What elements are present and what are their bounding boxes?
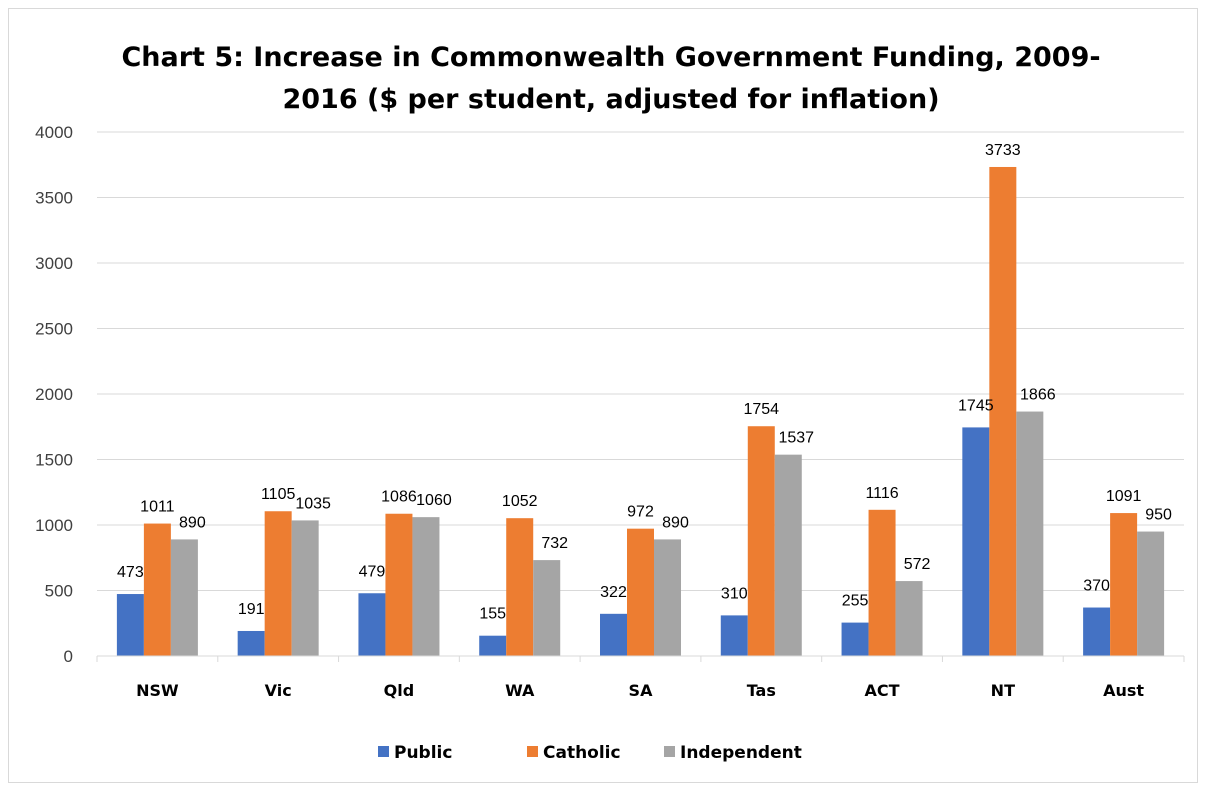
data-label: 1537 — [778, 430, 814, 447]
x-axis: NSW Vic Qld WA SA Tas ACT NT Aust — [96, 655, 1185, 700]
data-label: 950 — [1145, 507, 1172, 524]
data-label: 1091 — [1106, 488, 1142, 505]
bar-public-nt — [962, 427, 990, 656]
bar-catholic-act — [868, 509, 896, 656]
data-label: 1052 — [502, 493, 538, 510]
data-label: 1035 — [295, 495, 331, 512]
data-label: 3733 — [985, 142, 1021, 159]
y-tick-label: 1500 — [35, 451, 73, 470]
x-tick-label: WA — [505, 681, 535, 700]
bar-public-qld — [358, 593, 386, 656]
bar-independent-sa — [654, 539, 681, 656]
x-tick-label: SA — [629, 681, 654, 700]
legend-label-catholic: Catholic — [543, 743, 621, 763]
legend: Public Catholic Independent — [378, 743, 802, 763]
x-tick-label: Vic — [265, 681, 292, 700]
legend-label-public: Public — [394, 743, 452, 763]
bar-independent-act — [895, 581, 923, 656]
data-label: 972 — [627, 504, 654, 521]
data-label: 1086 — [381, 489, 417, 506]
y-tick-label: 500 — [45, 582, 73, 601]
bar-catholic-vic — [264, 511, 292, 656]
data-label: 155 — [479, 606, 506, 623]
data-label: 370 — [1083, 578, 1110, 595]
bar-catholic-sa — [627, 528, 654, 656]
bar-independent-wa — [533, 560, 561, 656]
bar-public-tas — [720, 615, 748, 656]
bar-catholic-nsw — [143, 523, 171, 656]
bar-catholic-nt — [989, 166, 1017, 657]
data-label: 1060 — [416, 492, 452, 509]
y-tick-label: 4000 — [35, 123, 73, 142]
y-tick-label: 3000 — [35, 254, 73, 273]
data-label: 890 — [662, 514, 689, 531]
legend-label-independent: Independent — [680, 743, 802, 763]
bar-independent-tas — [774, 454, 802, 656]
bar-catholic-qld — [385, 513, 413, 656]
x-tick-label: NT — [991, 681, 1015, 700]
chart-title-line-1: Chart 5: Increase in Commonwealth Govern… — [121, 42, 1100, 73]
bar-independent-qld — [412, 517, 440, 656]
data-label: 890 — [179, 514, 206, 531]
y-tick-label: 2000 — [35, 385, 73, 404]
bar-public-wa — [479, 635, 507, 656]
x-tick-label: NSW — [136, 681, 179, 700]
bar-public-act — [841, 622, 869, 656]
x-tick-label: Qld — [384, 681, 415, 700]
data-label: 1866 — [1020, 387, 1056, 404]
bar-independent-aust — [1137, 531, 1165, 656]
bar-public-sa — [600, 613, 627, 656]
bar-public-vic — [237, 630, 265, 656]
data-label: 1754 — [743, 401, 779, 418]
bar-public-aust — [1083, 607, 1111, 656]
data-label: 322 — [600, 584, 627, 601]
data-label: 572 — [904, 556, 931, 573]
data-label: 1011 — [140, 499, 175, 516]
data-label: 479 — [359, 563, 386, 580]
data-label: 732 — [541, 535, 568, 552]
legend-swatch-independent — [664, 746, 675, 757]
y-tick-label: 2500 — [35, 320, 73, 339]
data-label: 255 — [842, 593, 869, 610]
data-label: 1745 — [958, 397, 994, 414]
bar-catholic-aust — [1110, 513, 1138, 656]
x-tick-label: Tas — [747, 681, 776, 700]
y-axis: 0 500 1000 1500 2000 2500 3000 3500 4000 — [35, 123, 73, 666]
data-label: 1116 — [865, 485, 898, 502]
data-label: 1105 — [261, 486, 296, 503]
chart-title-line-2: 2016 ($ per student, adjusted for inflat… — [282, 84, 939, 115]
bar-independent-nt — [1016, 411, 1044, 656]
bar-independent-vic — [291, 520, 319, 656]
bar-catholic-tas — [747, 426, 775, 656]
legend-swatch-public — [378, 746, 389, 757]
x-tick-label: Aust — [1103, 681, 1144, 700]
data-label: 473 — [117, 564, 144, 581]
y-tick-label: 3500 — [35, 189, 73, 208]
bars — [116, 166, 1165, 657]
bar-catholic-wa — [506, 518, 534, 656]
y-tick-label: 1000 — [35, 516, 73, 535]
legend-swatch-catholic — [527, 746, 538, 757]
data-label: 191 — [238, 601, 265, 618]
x-tick-label: ACT — [865, 681, 900, 700]
bar-public-nsw — [116, 594, 144, 656]
data-label: 310 — [721, 585, 748, 602]
y-tick-label: 0 — [64, 647, 73, 666]
bar-independent-nsw — [170, 539, 198, 656]
